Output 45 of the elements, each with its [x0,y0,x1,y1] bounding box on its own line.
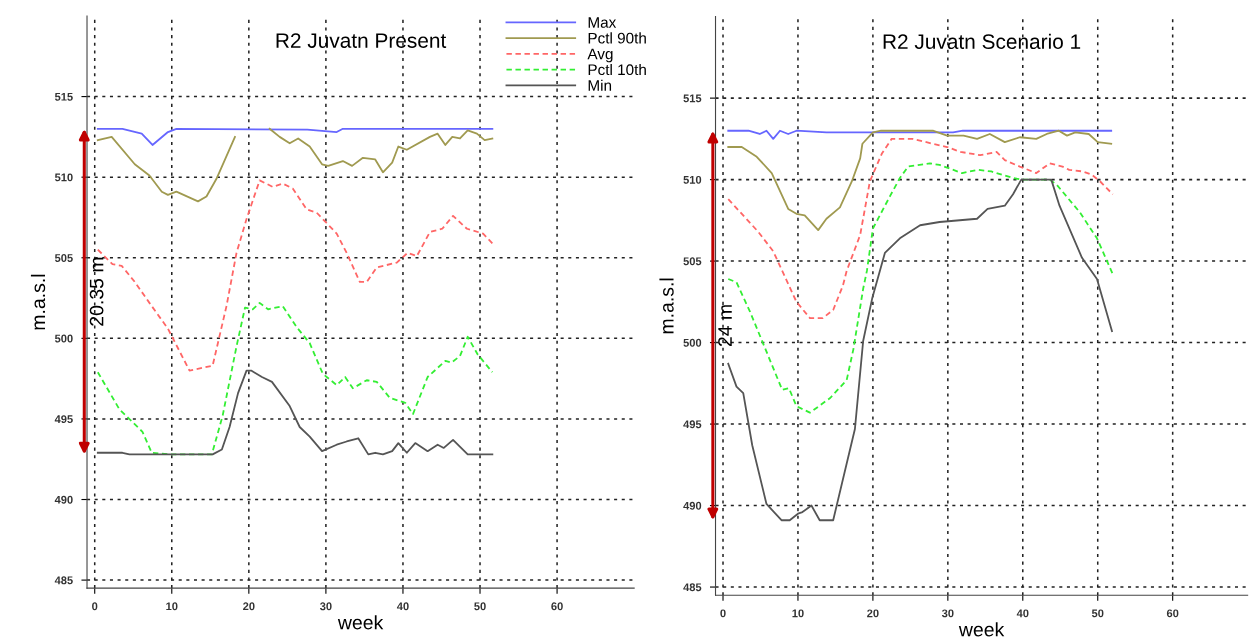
x-tick-label: 30 [941,609,954,618]
legend-label: Pctl 90th [588,32,646,44]
y-tick-label: 510 [54,173,73,182]
x-tick-label: 50 [474,602,486,611]
x-tick-label: 20 [867,609,879,618]
y-tick-label: 500 [683,338,702,347]
y-tick-label: 490 [54,495,73,504]
y-axis-title: m.a.s.l [659,278,674,334]
legend-label: Avg [587,48,613,63]
text: R2 Juvatn Scenario 1 [883,33,1081,50]
y-tick-label: 485 [683,583,702,592]
y-axis-title: m.a.s.l [30,274,46,330]
x-tick-label: 0 [720,609,726,618]
x-tick-label: 60 [1166,609,1179,618]
y-tick-label: 490 [683,501,702,510]
y-tick-label: 485 [54,576,73,585]
y-tick-label: 500 [54,334,73,343]
x-axis-title: week [337,615,384,630]
x-tick-label: 40 [396,602,409,611]
x-tick-label: 60 [551,602,563,611]
text: R2 Juvatn Present [276,33,447,48]
legend-label: Pctl 10th [588,63,646,76]
annotation: 20.35 m [89,257,104,326]
legend-label: Max [588,17,617,28]
x-tick-label: 50 [1091,609,1104,618]
y-tick-label: 515 [54,92,73,101]
y-tick-label: 505 [683,257,702,266]
legend-label: Min [588,79,612,91]
y-tick-label: 495 [683,420,702,429]
line-series [96,369,494,456]
y-tick-label: 515 [683,94,702,103]
y-tick-label: 510 [683,175,702,184]
line-series [96,127,494,146]
y-tick-label: 495 [54,415,73,424]
x-tick-label: 0 [92,602,98,611]
x-tick-label: 10 [792,609,804,618]
line-series [727,129,1113,140]
x-tick-label: 20 [243,602,255,611]
y-tick-label: 505 [54,254,73,262]
x-tick-label: 30 [319,602,332,611]
line-series [727,129,1113,232]
x-tick-label: 10 [166,602,178,611]
x-tick-label: 40 [1016,609,1029,618]
x-axis-title: week [958,622,1005,637]
annotation: 24 m [718,305,732,347]
